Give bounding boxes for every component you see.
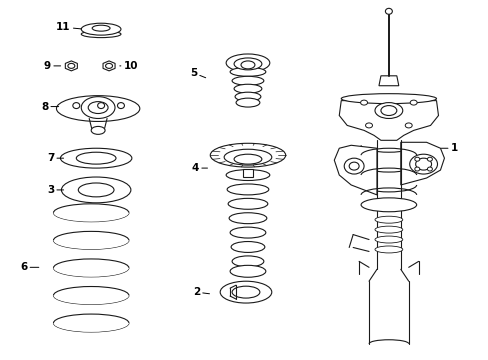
Ellipse shape	[81, 96, 115, 118]
Ellipse shape	[231, 242, 264, 252]
Ellipse shape	[234, 58, 262, 70]
Ellipse shape	[210, 143, 285, 167]
Ellipse shape	[88, 102, 108, 113]
Text: 3: 3	[47, 185, 63, 195]
Ellipse shape	[380, 105, 396, 116]
Ellipse shape	[105, 63, 112, 68]
Text: 9: 9	[44, 61, 61, 71]
Ellipse shape	[225, 170, 269, 180]
Ellipse shape	[232, 256, 264, 267]
Ellipse shape	[236, 98, 259, 107]
Ellipse shape	[56, 96, 140, 121]
Polygon shape	[103, 61, 115, 71]
Text: 7: 7	[47, 153, 63, 163]
Ellipse shape	[230, 265, 265, 277]
Text: 4: 4	[191, 163, 207, 173]
Ellipse shape	[341, 94, 436, 104]
Ellipse shape	[73, 103, 80, 109]
Ellipse shape	[81, 23, 121, 35]
Ellipse shape	[414, 167, 419, 171]
Ellipse shape	[385, 8, 391, 14]
Text: 1: 1	[440, 143, 457, 153]
Ellipse shape	[78, 183, 114, 197]
Text: 10: 10	[120, 61, 138, 71]
Ellipse shape	[229, 213, 266, 224]
Polygon shape	[334, 145, 376, 195]
Ellipse shape	[415, 158, 431, 170]
Ellipse shape	[61, 177, 131, 203]
Ellipse shape	[81, 31, 121, 37]
Ellipse shape	[226, 184, 268, 195]
Ellipse shape	[360, 100, 367, 105]
Ellipse shape	[53, 259, 129, 277]
Text: 5: 5	[189, 68, 205, 78]
Polygon shape	[339, 100, 438, 140]
Ellipse shape	[92, 25, 110, 31]
Polygon shape	[378, 76, 398, 86]
Ellipse shape	[360, 198, 416, 212]
Ellipse shape	[220, 281, 271, 303]
Ellipse shape	[405, 123, 411, 128]
Ellipse shape	[344, 158, 364, 174]
Ellipse shape	[117, 103, 124, 109]
Text: 11: 11	[56, 22, 81, 32]
Ellipse shape	[409, 100, 416, 105]
Ellipse shape	[53, 314, 129, 332]
Ellipse shape	[68, 63, 75, 68]
Ellipse shape	[228, 198, 267, 209]
Ellipse shape	[348, 162, 358, 170]
Ellipse shape	[235, 92, 260, 101]
Ellipse shape	[53, 287, 129, 304]
Ellipse shape	[234, 154, 262, 164]
Ellipse shape	[241, 61, 254, 69]
Ellipse shape	[232, 286, 259, 298]
Ellipse shape	[76, 152, 116, 164]
Polygon shape	[65, 61, 77, 71]
Text: 8: 8	[41, 102, 59, 112]
Ellipse shape	[53, 231, 129, 249]
Ellipse shape	[427, 167, 431, 171]
Ellipse shape	[374, 216, 402, 223]
Ellipse shape	[374, 226, 402, 233]
Ellipse shape	[230, 67, 265, 76]
Ellipse shape	[374, 103, 402, 118]
Ellipse shape	[98, 103, 104, 109]
Ellipse shape	[374, 236, 402, 243]
Ellipse shape	[230, 227, 265, 238]
Polygon shape	[400, 142, 444, 185]
Ellipse shape	[234, 84, 262, 93]
Ellipse shape	[414, 157, 419, 161]
Ellipse shape	[374, 246, 402, 253]
Ellipse shape	[365, 123, 372, 128]
Ellipse shape	[409, 154, 437, 174]
Ellipse shape	[232, 76, 264, 85]
Text: 6: 6	[20, 262, 39, 272]
Ellipse shape	[427, 157, 431, 161]
Ellipse shape	[225, 54, 269, 72]
Bar	[243, 169, 252, 177]
Text: 2: 2	[192, 287, 209, 297]
Ellipse shape	[91, 126, 105, 134]
Ellipse shape	[53, 204, 129, 222]
Ellipse shape	[224, 149, 271, 165]
Ellipse shape	[61, 148, 132, 168]
